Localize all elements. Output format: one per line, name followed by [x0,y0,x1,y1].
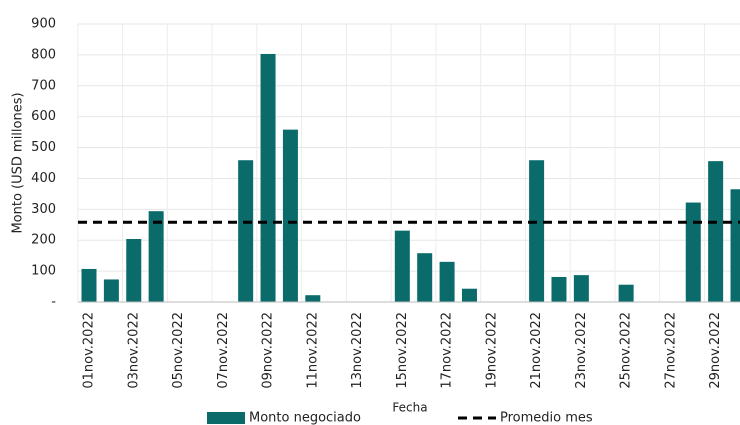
x-axis-label: Fecha [392,401,427,415]
plot-area [78,53,740,303]
bar [417,253,433,302]
y-tick-label: 600 [31,109,56,124]
y-axis-label: Monto (USD millones) [11,92,26,233]
legend-swatch [207,412,245,424]
legend-label: Promedio mes [500,411,593,425]
x-tick-label: 25nov.2022 [619,312,634,389]
x-tick-label: 29nov.2022 [708,312,723,389]
bar [305,295,321,302]
bar [730,189,740,302]
x-tick-label: 23nov.2022 [574,312,589,389]
x-tick-label: 01nov.2022 [82,312,97,389]
y-tick-label: 100 [31,264,56,279]
y-tick-label: 200 [31,233,56,248]
bar [618,284,634,302]
x-tick-label: 09nov.2022 [261,312,276,389]
bar [282,129,298,302]
bar [81,268,97,302]
x-tick-label: 27nov.2022 [663,312,678,389]
bar [529,160,545,302]
y-tick-label: 900 [31,17,56,32]
bar [103,279,119,302]
x-tick-label: 07nov.2022 [216,312,231,389]
x-tick-label: 17nov.2022 [440,312,455,389]
x-tick-label: 21nov.2022 [529,312,544,389]
x-tick-label: 13nov.2022 [350,312,365,389]
y-tick-label: - [51,295,56,310]
bar [551,276,567,302]
bar [461,288,477,302]
x-tick-label: 05nov.2022 [171,312,186,389]
bar [439,261,455,302]
bar [573,275,589,302]
bar [126,238,142,302]
bar [148,211,164,302]
x-tick-label: 19nov.2022 [484,312,499,389]
y-tick-label: 400 [31,171,56,186]
x-tick-label: 11nov.2022 [305,312,320,389]
bar [708,161,724,302]
y-tick-label: 500 [31,140,56,155]
legend-label: Monto negociado [249,411,361,425]
bar [238,160,254,302]
bar [260,53,276,303]
bar [685,202,701,302]
y-tick-label: 800 [31,47,56,62]
bar [394,230,410,302]
y-tick-label: 300 [31,202,56,217]
x-tick-label: 15nov.2022 [395,312,410,389]
x-tick-label: 03nov.2022 [126,312,141,389]
y-tick-label: 700 [31,78,56,93]
